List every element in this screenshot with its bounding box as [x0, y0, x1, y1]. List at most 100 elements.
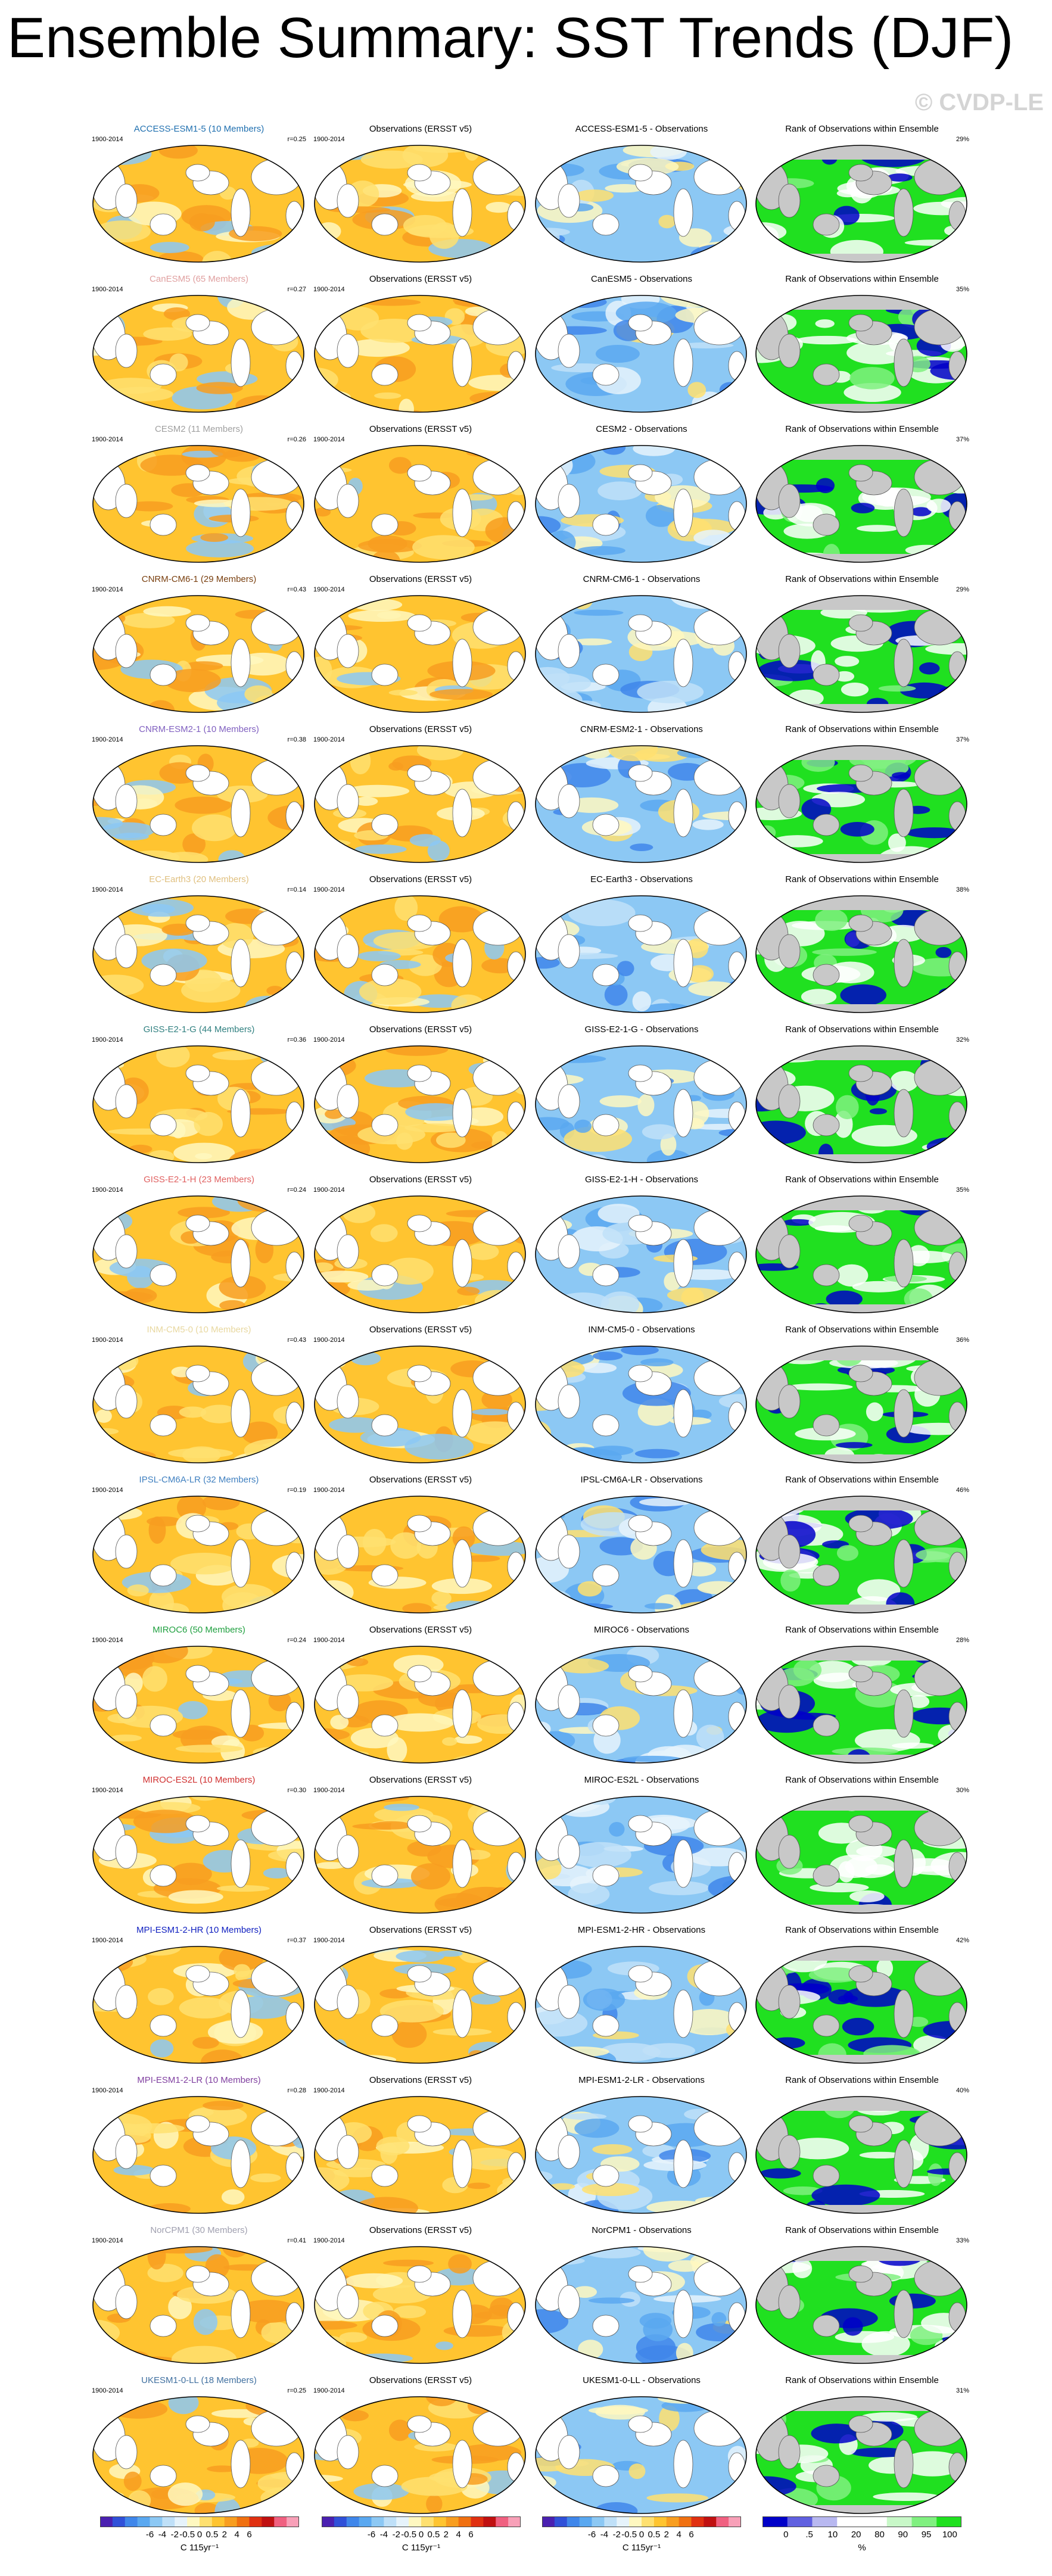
colorbar-swatch [617, 2516, 630, 2527]
map-trend [92, 1195, 304, 1313]
colorbar-swatches [322, 2516, 521, 2527]
panel-title: Rank of Observations within Ensemble [785, 2075, 939, 2085]
rank-percent: 29% [955, 136, 969, 143]
panel-miroc-es2l-1: Observations (ERSST v5) 1900-2014 [312, 1775, 529, 1918]
panel-access-esm1-5-2: ACCESS-ESM1-5 - Observations [533, 124, 750, 267]
map-trend [314, 295, 526, 413]
colorbar-tick-label: 100 [942, 2530, 957, 2540]
panel-title: Observations (ERSST v5) [369, 1024, 472, 1035]
panel-mpi-esm1-2-hr-1: Observations (ERSST v5) 1900-2014 [312, 1925, 529, 2068]
colorbar-swatch [162, 2516, 175, 2527]
map-diff [535, 1946, 747, 2064]
map-rank [755, 2246, 967, 2364]
colorbar-ticks: -6 -4 -2 -0.5 0 0.5 2 4 6 [542, 2530, 741, 2541]
colorbar-tick-label: 0 [197, 2530, 203, 2540]
correlation-label: r=0.27 [287, 286, 307, 293]
map-trend [314, 1496, 526, 1613]
panel-canesm5-0: CanESM5 (65 Members) 1900-2014 r=0.27 [91, 274, 307, 417]
years-label: 1900-2014 [92, 1487, 123, 1494]
panel-giss-e2-1-g-0: GISS-E2-1-G (44 Members) 1900-2014 r=0.36 [91, 1024, 307, 1167]
panel-title: Observations (ERSST v5) [369, 574, 472, 584]
rank-percent: 35% [955, 1186, 969, 1194]
map-trend [92, 745, 304, 863]
panel-title: Observations (ERSST v5) [369, 424, 472, 434]
colorbar-tick-label: 2 [443, 2530, 449, 2540]
map-rank [755, 895, 967, 1013]
colorbar-tick-label: -0.5 [621, 2530, 637, 2540]
panel-title: GISS-E2-1-H (23 Members) [144, 1175, 254, 1185]
panel-miroc-es2l-2: MIROC-ES2L - Observations [533, 1775, 750, 1918]
panel-title: Observations (ERSST v5) [369, 1925, 472, 1935]
panel-title: MIROC6 (50 Members) [152, 1625, 245, 1635]
rank-percent: 32% [955, 1036, 969, 1044]
panel-title: GISS-E2-1-H - Observations [584, 1175, 699, 1185]
panel-title: CNRM-CM6-1 (29 Members) [141, 574, 257, 584]
panel-title: Rank of Observations within Ensemble [785, 274, 939, 284]
panel-cnrm-esm2-1-3: Rank of Observations within Ensemble 37% [754, 724, 970, 867]
colorbar-swatch [704, 2516, 717, 2527]
colorbar-rank-3: 0 .5 10 20 80 90 95 100% [762, 2516, 961, 2564]
colorbar-tick-label: -4 [158, 2530, 167, 2540]
rank-percent: 37% [955, 436, 969, 443]
map-trend [92, 1345, 304, 1463]
page-title: Ensemble Summary: SST Trends (DJF) [7, 6, 1014, 70]
colorbar-tick-label: 6 [247, 2530, 252, 2540]
colorbar-swatch [837, 2516, 863, 2527]
map-diff [535, 2096, 747, 2214]
panel-cnrm-esm2-1-1: Observations (ERSST v5) 1900-2014 [312, 724, 529, 867]
colorbar-ticks: -6 -4 -2 -0.5 0 0.5 2 4 6 [322, 2530, 521, 2541]
colorbar-tick-label: 6 [468, 2530, 474, 2540]
panel-title: IPSL-CM6A-LR - Observations [580, 1475, 703, 1485]
colorbar-swatches [542, 2516, 741, 2527]
map-rank [755, 1345, 967, 1463]
colorbar-tick-label: .5 [805, 2530, 813, 2540]
colorbar-swatch [409, 2516, 422, 2527]
map-diff [535, 895, 747, 1013]
map-trend [92, 445, 304, 563]
map-rank [755, 1646, 967, 1764]
panel-cnrm-cm6-1-2: CNRM-CM6-1 - Observations [533, 574, 750, 717]
colorbar-ticks: -6 -4 -2 -0.5 0 0.5 2 4 6 [100, 2530, 299, 2541]
panel-giss-e2-1-g-1: Observations (ERSST v5) 1900-2014 [312, 1024, 529, 1167]
colorbar-swatch [334, 2516, 347, 2527]
colorbar-swatch [629, 2516, 642, 2527]
panel-title: MIROC-ES2L - Observations [584, 1775, 699, 1785]
map-diff [535, 1045, 747, 1163]
colorbar-tick-label: 4 [676, 2530, 681, 2540]
panel-inm-cm5-0-1: Observations (ERSST v5) 1900-2014 [312, 1325, 529, 1468]
correlation-label: r=0.14 [287, 886, 307, 893]
map-trend [314, 145, 526, 263]
panel-inm-cm5-0-2: INM-CM5-0 - Observations [533, 1325, 750, 1468]
map-diff [535, 1496, 747, 1613]
panel-ec-earth3-0: EC-Earth3 (20 Members) 1900-2014 r=0.14 [91, 874, 307, 1017]
colorbar-swatch [175, 2516, 188, 2527]
colorbar-swatch [812, 2516, 838, 2527]
panel-ec-earth3-3: Rank of Observations within Ensemble 38% [754, 874, 970, 1017]
colorbar-units: C 115yr⁻¹ [180, 2543, 219, 2553]
panel-ukesm1-0-ll-3: Rank of Observations within Ensemble 31% [754, 2375, 970, 2518]
years-label: 1900-2014 [92, 2237, 123, 2244]
map-trend [314, 1946, 526, 2064]
panel-title: CESM2 (11 Members) [154, 424, 244, 434]
map-rank [755, 745, 967, 863]
panel-title: Observations (ERSST v5) [369, 1775, 472, 1785]
colorbar-swatches [762, 2516, 961, 2527]
panel-ukesm1-0-ll-1: Observations (ERSST v5) 1900-2014 [312, 2375, 529, 2518]
panel-title: Rank of Observations within Ensemble [785, 1625, 939, 1635]
panel-miroc-es2l-0: MIROC-ES2L (10 Members) 1900-2014 r=0.30 [91, 1775, 307, 1918]
map-diff [535, 2246, 747, 2364]
panel-title: Rank of Observations within Ensemble [785, 1775, 939, 1785]
map-trend [314, 1345, 526, 1463]
colorbar-swatch [359, 2516, 372, 2527]
colorbar-swatch [886, 2516, 912, 2527]
panel-mpi-esm1-2-lr-1: Observations (ERSST v5) 1900-2014 [312, 2075, 529, 2218]
colorbar-swatch [384, 2516, 397, 2527]
colorbar-tick-label: -0.5 [179, 2530, 195, 2540]
map-trend [92, 1646, 304, 1764]
panel-norcpm1-3: Rank of Observations within Ensemble 33% [754, 2225, 970, 2368]
colorbar-swatch [554, 2516, 568, 2527]
panel-giss-e2-1-h-1: Observations (ERSST v5) 1900-2014 [312, 1175, 529, 1317]
panel-title: INM-CM5-0 - Observations [588, 1325, 695, 1335]
colorbar-swatch [458, 2516, 471, 2527]
